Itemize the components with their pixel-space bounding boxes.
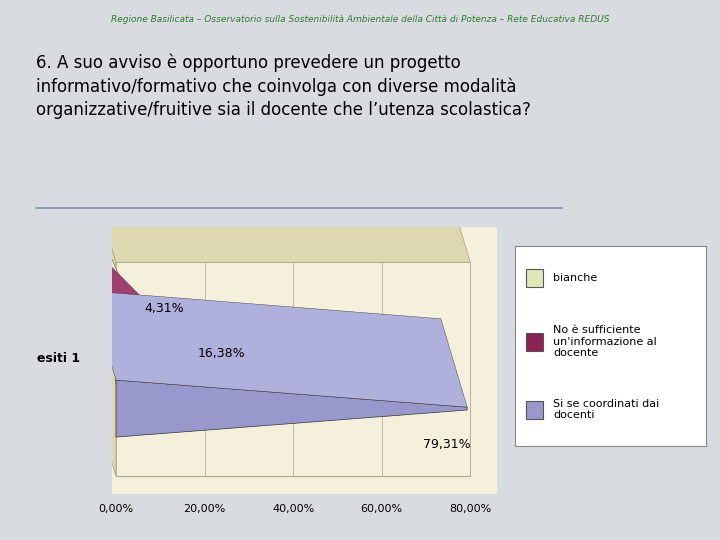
Polygon shape (116, 334, 189, 383)
Polygon shape (89, 291, 467, 407)
Polygon shape (89, 173, 470, 262)
Text: Regione Basilicata – Osservatorio sulla Sostenibilità Ambientale della Città di : Regione Basilicata – Osservatorio sulla … (111, 15, 609, 24)
Polygon shape (116, 380, 467, 437)
Polygon shape (116, 262, 470, 476)
Text: 6. A suo avviso è opportuno prevedere un progetto
informativo/formativo che coin: 6. A suo avviso è opportuno prevedere un… (36, 54, 531, 119)
Polygon shape (89, 245, 189, 357)
Bar (526, 269, 544, 287)
Text: bianche: bianche (553, 273, 597, 282)
Text: 4,31%: 4,31% (144, 302, 184, 315)
Text: Si se coordinati dai
docenti: Si se coordinati dai docenti (553, 399, 660, 420)
Bar (526, 401, 544, 418)
Text: No è sufficiente
un'informazione al
docente: No è sufficiente un'informazione al doce… (553, 325, 657, 358)
Text: 16,38%: 16,38% (197, 347, 245, 360)
Text: esiti 1: esiti 1 (37, 352, 81, 365)
Text: 79,31%: 79,31% (423, 438, 471, 451)
Bar (526, 333, 544, 350)
Polygon shape (116, 296, 135, 335)
Polygon shape (89, 207, 135, 314)
Polygon shape (89, 173, 116, 476)
